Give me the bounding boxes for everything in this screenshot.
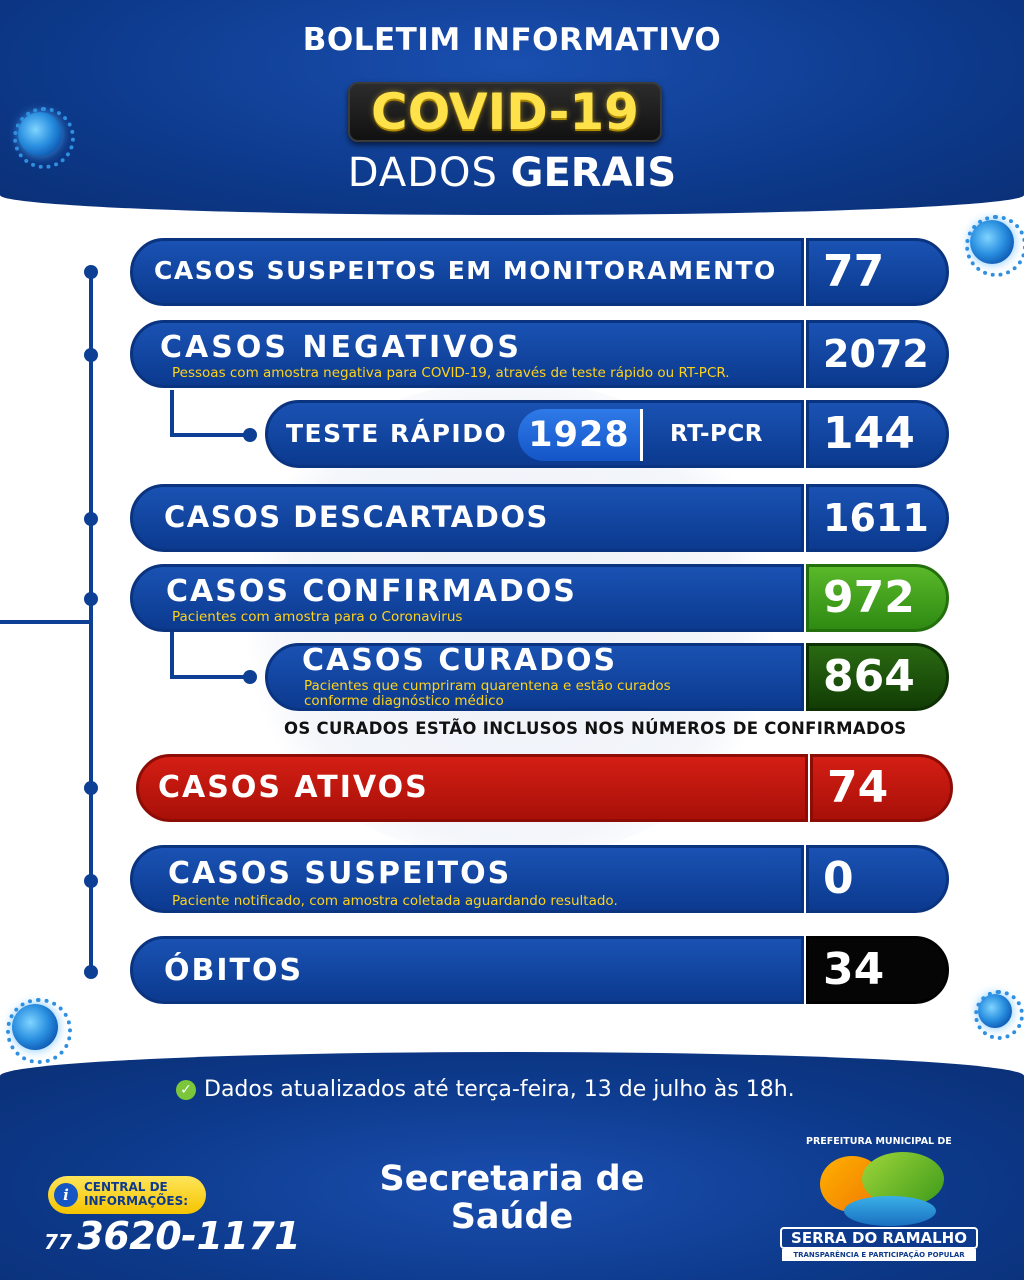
confirmed-label: CASOS CONFIRMADOS: [166, 574, 577, 609]
city-tagline: TRANSPARÊNCIA E PARTICIPAÇÃO POPULAR: [782, 1249, 976, 1261]
connector-dot: [84, 512, 98, 526]
rapid-test-label: TESTE RÁPIDO: [286, 419, 508, 448]
subbranch-negative-h: [170, 433, 250, 437]
cured-label: CASOS CURADOS: [302, 643, 618, 678]
pcr-value: 144: [806, 400, 949, 468]
negative-note: Pessoas com amostra negativa para COVID-…: [172, 365, 730, 381]
subbranch-confirmed-h: [170, 675, 250, 679]
connector-dot: [84, 965, 98, 979]
cured-notice: OS CURADOS ESTÃO INCLUSOS NOS NÚMEROS DE…: [284, 719, 907, 738]
virus-icon: [12, 106, 76, 170]
subtitle-bold: GERAIS: [510, 150, 677, 196]
connector-dot: [84, 874, 98, 888]
discarded-row: [130, 484, 804, 552]
monitoring-label: CASOS SUSPEITOS EM MONITORAMENTO: [154, 256, 777, 285]
rapid-test-value: 1928: [518, 409, 640, 461]
active-label: CASOS ATIVOS: [158, 770, 429, 805]
subbranch-confirmed: [170, 632, 174, 679]
connector-dot: [243, 670, 257, 684]
subtitle-light: DADOS: [347, 150, 498, 196]
confirmed-note: Pacientes com amostra para o Coronavirus: [172, 609, 463, 625]
confirmed-row: [130, 564, 804, 632]
virus-icon: [6, 998, 72, 1064]
info-icon: i: [54, 1183, 78, 1207]
phone-digits: 3620-1171: [77, 1214, 301, 1258]
virus-icon: [964, 214, 1024, 278]
suspected-label: CASOS SUSPEITOS: [168, 856, 512, 891]
connector-dot: [84, 592, 98, 606]
updated-line: ✓ Dados atualizados até terça-feira, 13 d…: [176, 1077, 795, 1102]
suspected-row: [130, 845, 804, 913]
logo-leaf-blue: [844, 1196, 936, 1226]
cured-note-line1: Pacientes que cumpriram quarentena e est…: [304, 678, 671, 694]
connector-dot: [243, 428, 257, 442]
suspected-note: Paciente notificado, com amostra coletad…: [172, 893, 618, 909]
info-line1: CENTRAL DE: [84, 1180, 168, 1194]
cured-note-line2: conforme diagnóstico médico: [304, 693, 504, 709]
monitoring-value: 77: [806, 238, 949, 306]
secretaria-title: Secretaria de Saúde: [352, 1160, 672, 1236]
tree-branch-left: [0, 620, 91, 624]
covid-badge-text: COVID-19: [371, 83, 639, 141]
connector-dot: [84, 265, 98, 279]
city-name: SERRA DO RAMALHO: [780, 1227, 978, 1249]
phone-ddd: 77: [44, 1230, 72, 1254]
deaths-row: [130, 936, 804, 1004]
deaths-label: ÓBITOS: [164, 953, 304, 988]
suspected-value: 0: [806, 845, 949, 913]
subbranch-negative: [170, 390, 174, 437]
discarded-label: CASOS DESCARTADOS: [164, 500, 549, 534]
confirmed-value: 972: [806, 564, 949, 632]
updated-text: Dados atualizados até terça-feira, 13 de…: [204, 1077, 795, 1102]
covid-badge: COVID-19: [348, 82, 662, 142]
rapid-separator: [640, 409, 643, 461]
connector-dot: [84, 348, 98, 362]
tree-trunk: [89, 270, 93, 972]
prefeitura-label: PREFEITURA MUNICIPAL DE: [806, 1136, 952, 1147]
secretaria-line1: Secretaria de: [379, 1159, 645, 1199]
active-value: 74: [810, 754, 953, 822]
monitoring-row: [130, 238, 804, 306]
phone-number[interactable]: 77 3620-1171: [44, 1214, 301, 1258]
subtitle: DADOS GERAIS: [0, 150, 1024, 196]
negative-row: [130, 320, 804, 388]
info-line2: INFORMAÇÕES:: [84, 1194, 189, 1208]
negative-label: CASOS NEGATIVOS: [160, 330, 522, 365]
secretaria-line2: Saúde: [450, 1197, 574, 1237]
cured-row: [265, 643, 804, 711]
cured-value: 864: [806, 643, 949, 711]
connector-dot: [84, 781, 98, 795]
virus-icon: [973, 989, 1024, 1041]
discarded-value: 1611: [806, 484, 949, 552]
deaths-value: 34: [806, 936, 949, 1004]
info-pill: i CENTRAL DE INFORMAÇÕES:: [48, 1176, 206, 1214]
info-text: CENTRAL DE INFORMAÇÕES:: [84, 1180, 188, 1208]
pcr-label: RT-PCR: [670, 421, 763, 447]
check-icon: ✓: [176, 1080, 196, 1100]
bulletin-title: BOLETIM INFORMATIVO: [302, 22, 722, 58]
active-row: [136, 754, 808, 822]
negative-value: 2072: [806, 320, 949, 388]
